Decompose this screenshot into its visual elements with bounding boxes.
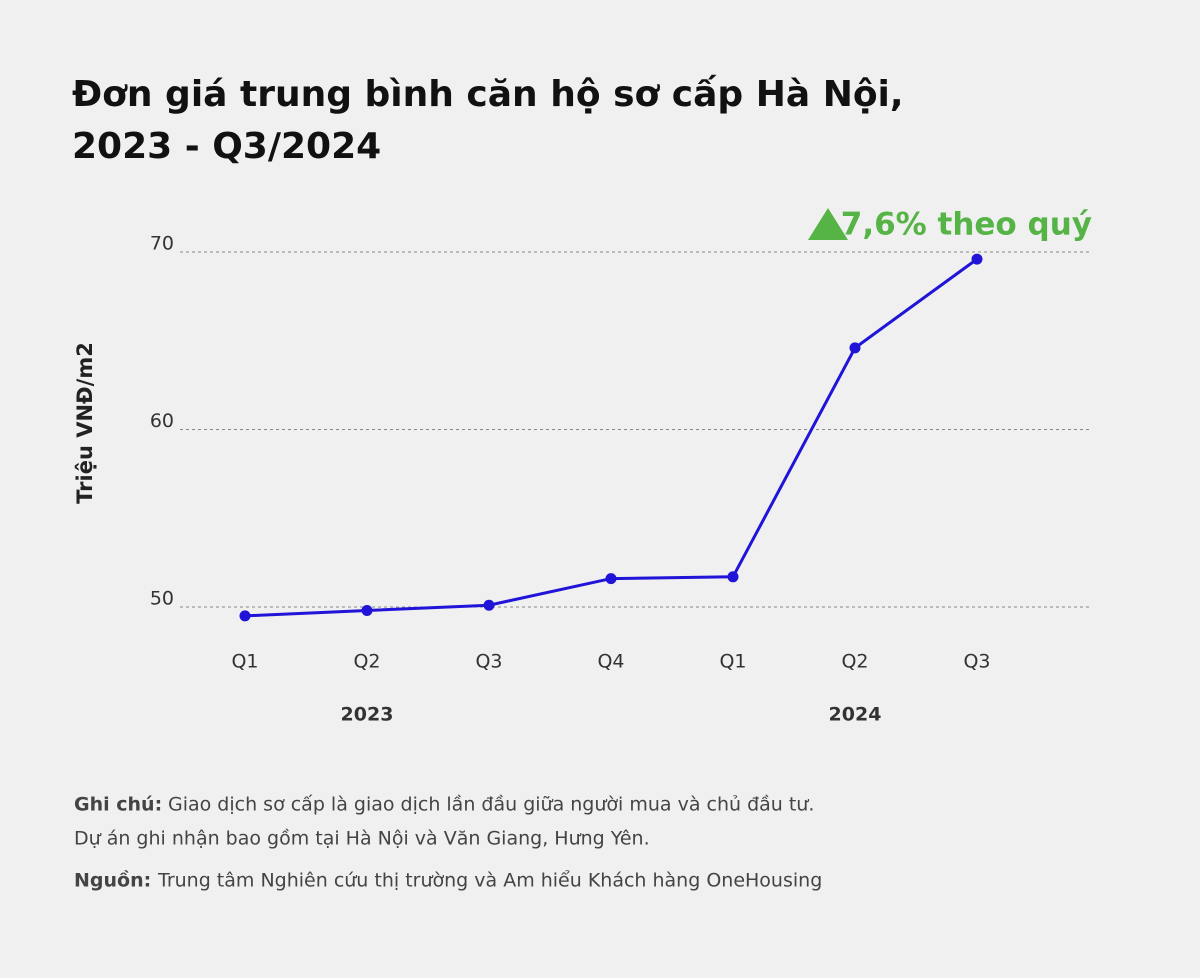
point [605, 573, 617, 585]
year-label: 2024 [829, 704, 882, 726]
annotation: 7,6% theo quý [841, 207, 1092, 243]
source-text: Trung tâm Nghiên cứu thị trường và Am hi… [157, 870, 822, 892]
x-tick-label: Q2 [841, 651, 868, 673]
source-label: Nguồn: [74, 869, 151, 892]
y-tick-label: 60 [150, 410, 174, 432]
y-axis-label: Triệu VNĐ/m2 [73, 342, 97, 504]
point [483, 599, 495, 611]
x-tick-label: Q2 [353, 651, 380, 673]
x-tick-label: Q3 [475, 651, 502, 673]
note-label: Ghi chú: [74, 794, 162, 816]
point [849, 342, 861, 354]
point [727, 571, 739, 583]
note-text: Giao dịch sơ cấp là giao dịch lần đầu gi… [168, 794, 814, 816]
point [239, 610, 251, 622]
x-tick-label: Q4 [597, 651, 624, 673]
x-tick-label: Q1 [719, 651, 746, 673]
y-tick-label: 50 [150, 587, 174, 609]
x-tick-label: Q1 [231, 651, 258, 673]
point [361, 605, 373, 617]
year-label: 2023 [341, 704, 394, 726]
point [971, 253, 983, 265]
y-tick-label: 70 [150, 233, 174, 255]
note-text: Dự án ghi nhận bao gồm tại Hà Nội và Văn… [74, 828, 650, 850]
chart-title: 2023 - Q3/2024 [72, 126, 381, 167]
x-tick-label: Q3 [963, 651, 990, 673]
chart-title: Đơn giá trung bình căn hộ sơ cấp Hà Nội, [72, 74, 904, 115]
up-arrow [808, 208, 848, 240]
